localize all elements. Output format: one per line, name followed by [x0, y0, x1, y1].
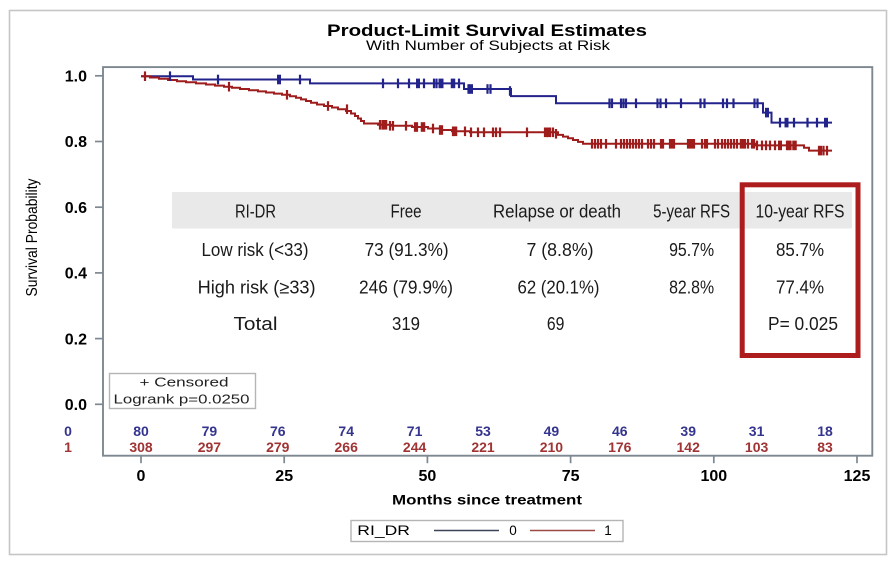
svg-text:221: 221: [471, 439, 495, 455]
svg-text:Months since treatment: Months since treatment: [392, 493, 583, 508]
svg-text:Product-Limit Survival Estimat: Product-Limit Survival Estimates: [327, 21, 647, 40]
svg-text:74: 74: [338, 423, 354, 439]
svg-text:103: 103: [745, 439, 769, 455]
svg-text:100: 100: [700, 468, 727, 485]
svg-text:High risk (≥33): High risk (≥33): [198, 278, 316, 298]
svg-text:Survival Probability: Survival Probability: [24, 178, 41, 296]
svg-text:0: 0: [509, 523, 517, 538]
svg-text:7 (8.8%): 7 (8.8%): [527, 240, 594, 260]
svg-text:1: 1: [64, 439, 72, 455]
svg-text:Low risk (<33): Low risk (<33): [202, 240, 309, 260]
svg-text:1.0: 1.0: [65, 69, 87, 86]
svg-text:0.0: 0.0: [65, 397, 87, 414]
svg-text:95.7%: 95.7%: [669, 240, 714, 260]
svg-text:82.8%: 82.8%: [669, 278, 714, 298]
svg-text:71: 71: [407, 423, 423, 439]
svg-text:75: 75: [562, 468, 580, 485]
svg-text:49: 49: [544, 423, 560, 439]
svg-text:0: 0: [64, 423, 72, 439]
svg-text:46: 46: [612, 423, 628, 439]
svg-text:P= 0.025: P= 0.025: [768, 314, 838, 334]
svg-text:62 (20.1%): 62 (20.1%): [518, 278, 600, 298]
svg-text:77.4%: 77.4%: [776, 278, 824, 298]
svg-text:80: 80: [133, 423, 149, 439]
svg-text:246 (79.9%): 246 (79.9%): [359, 278, 453, 298]
svg-text:5-year RFS: 5-year RFS: [653, 202, 730, 222]
svg-text:50: 50: [419, 468, 437, 485]
svg-text:319: 319: [392, 314, 420, 334]
svg-text:RI-DR: RI-DR: [235, 202, 276, 222]
svg-text:18: 18: [817, 423, 833, 439]
svg-text:73 (91.3%): 73 (91.3%): [365, 240, 449, 260]
svg-text:+ Censored: + Censored: [140, 375, 229, 390]
svg-text:1: 1: [604, 523, 612, 538]
svg-text:210: 210: [540, 439, 564, 455]
svg-text:0.4: 0.4: [65, 266, 87, 283]
svg-text:Relapse or death: Relapse or death: [493, 202, 621, 222]
svg-text:53: 53: [475, 423, 491, 439]
svg-text:79: 79: [202, 423, 218, 439]
svg-text:308: 308: [129, 439, 153, 455]
svg-text:0.6: 0.6: [65, 200, 87, 217]
svg-text:10-year RFS: 10-year RFS: [756, 202, 845, 222]
svg-text:With Number of Subjects at Ris: With Number of Subjects at Risk: [366, 38, 610, 53]
svg-text:39: 39: [680, 423, 696, 439]
svg-text:31: 31: [749, 423, 765, 439]
svg-text:0: 0: [137, 468, 146, 485]
svg-text:RI_DR: RI_DR: [357, 523, 410, 538]
svg-text:244: 244: [403, 439, 427, 455]
svg-text:69: 69: [547, 314, 565, 334]
svg-text:176: 176: [608, 439, 632, 455]
svg-text:83: 83: [817, 439, 833, 455]
svg-text:279: 279: [266, 439, 290, 455]
svg-text:266: 266: [335, 439, 359, 455]
svg-text:125: 125: [844, 468, 871, 485]
svg-text:Total: Total: [234, 314, 278, 334]
svg-text:Logrank p=0.0250: Logrank p=0.0250: [114, 392, 250, 407]
svg-text:0.2: 0.2: [65, 331, 87, 348]
svg-text:85.7%: 85.7%: [776, 240, 824, 260]
svg-text:297: 297: [198, 439, 222, 455]
svg-text:25: 25: [275, 468, 293, 485]
svg-text:76: 76: [270, 423, 286, 439]
svg-text:0.8: 0.8: [65, 134, 87, 151]
svg-text:Free: Free: [391, 202, 422, 222]
svg-text:142: 142: [677, 439, 701, 455]
